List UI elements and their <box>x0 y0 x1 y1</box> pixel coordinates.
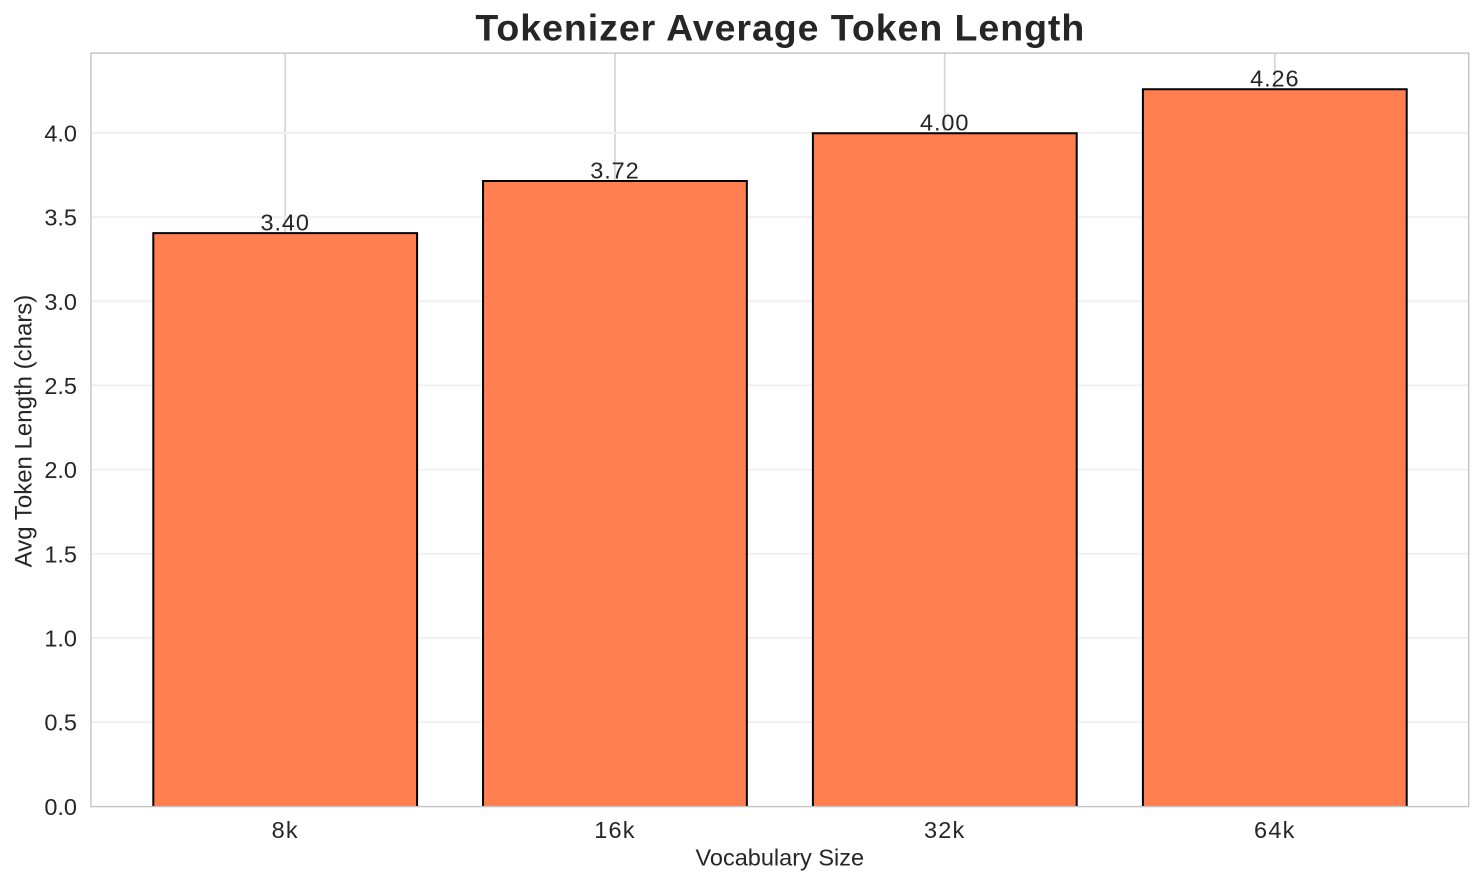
svg-text:32k: 32k <box>924 817 966 843</box>
svg-text:2.0: 2.0 <box>44 457 77 483</box>
svg-text:0.5: 0.5 <box>44 710 77 736</box>
svg-text:3.5: 3.5 <box>44 205 77 231</box>
svg-text:Vocabulary Size: Vocabulary Size <box>696 845 865 871</box>
svg-text:4.0: 4.0 <box>44 121 77 147</box>
svg-text:64k: 64k <box>1254 817 1296 843</box>
svg-text:1.0: 1.0 <box>44 626 77 652</box>
svg-text:4.26: 4.26 <box>1250 66 1299 92</box>
svg-text:4.00: 4.00 <box>920 110 969 136</box>
svg-text:3.72: 3.72 <box>590 157 639 183</box>
svg-text:16k: 16k <box>594 817 636 843</box>
svg-text:Avg Token Length (chars): Avg Token Length (chars) <box>11 295 38 568</box>
svg-text:0.0: 0.0 <box>44 794 77 820</box>
svg-text:3.40: 3.40 <box>261 210 310 236</box>
svg-text:1.5: 1.5 <box>44 541 77 567</box>
svg-text:2.5: 2.5 <box>44 373 77 399</box>
svg-text:8k: 8k <box>272 817 299 843</box>
svg-text:Tokenizer Average Token Length: Tokenizer Average Token Length <box>475 7 1085 49</box>
svg-text:3.0: 3.0 <box>44 289 77 315</box>
